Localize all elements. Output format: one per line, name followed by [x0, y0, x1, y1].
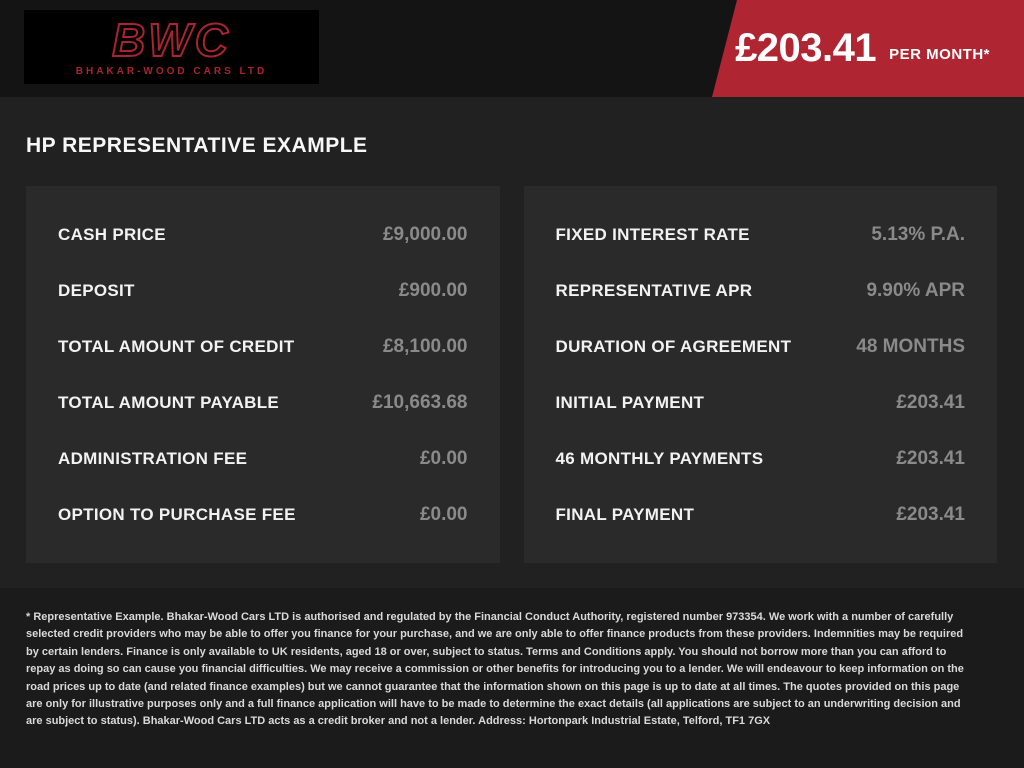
- row-value: £203.41: [896, 504, 965, 525]
- logo-company-name: BHAKAR-WOOD CARS LTD: [75, 66, 268, 77]
- monthly-price-amount: £203.41: [735, 26, 877, 70]
- legal-disclaimer: * Representative Example. Bhakar-Wood Ca…: [26, 611, 964, 728]
- monthly-price-badge: £203.41 PER MONTH*: [712, 0, 1024, 97]
- top-bar: BWC BHAKAR-WOOD CARS LTD £203.41 PER MON…: [0, 0, 1024, 97]
- row-value: £9,000.00: [382, 224, 468, 245]
- finance-row-deposit: DEPOSIT £900.00: [58, 263, 468, 319]
- finance-row-duration: DURATION OF AGREEMENT 48 MONTHS: [556, 319, 966, 375]
- finance-row-total-payable: TOTAL AMOUNT PAYABLE £10,663.68: [58, 375, 468, 431]
- dealer-logo[interactable]: BWC BHAKAR-WOOD CARS LTD: [24, 10, 319, 84]
- row-label: OPTION TO PURCHASE FEE: [58, 505, 296, 524]
- row-label: FIXED INTEREST RATE: [555, 225, 750, 244]
- row-value: 9.90% APR: [866, 280, 965, 301]
- finance-row-monthly-payments: 46 MONTHLY PAYMENTS £203.41: [556, 431, 966, 487]
- logo-acronym: BWC: [111, 14, 231, 66]
- row-value: £10,663.68: [372, 392, 468, 413]
- row-label: FINAL PAYMENT: [555, 505, 695, 524]
- row-label: TOTAL AMOUNT OF CREDIT: [58, 337, 295, 356]
- row-value: £203.41: [896, 448, 965, 469]
- row-label: CASH PRICE: [58, 225, 166, 244]
- row-label: DURATION OF AGREEMENT: [555, 337, 792, 356]
- finance-example-section: HP REPRESENTATIVE EXAMPLE CASH PRICE £9,…: [0, 97, 1024, 588]
- footer: * Representative Example. Bhakar-Wood Ca…: [0, 588, 1024, 768]
- finance-panel-right: FIXED INTEREST RATE 5.13% P.A. REPRESENT…: [523, 186, 997, 563]
- finance-panels: CASH PRICE £9,000.00 DEPOSIT £900.00 TOT…: [26, 186, 997, 563]
- page-title: HP REPRESENTATIVE EXAMPLE: [26, 134, 368, 157]
- finance-row-initial-payment: INITIAL PAYMENT £203.41: [556, 375, 966, 431]
- finance-row-interest-rate: FIXED INTEREST RATE 5.13% P.A.: [556, 207, 966, 263]
- monthly-price-suffix: PER MONTH*: [889, 46, 990, 63]
- row-value: £8,100.00: [382, 336, 468, 357]
- finance-row-cash-price: CASH PRICE £9,000.00: [58, 207, 468, 263]
- finance-row-final-payment: FINAL PAYMENT £203.41: [556, 487, 966, 543]
- finance-panel-left: CASH PRICE £9,000.00 DEPOSIT £900.00 TOT…: [26, 186, 500, 563]
- finance-row-apr: REPRESENTATIVE APR 9.90% APR: [556, 263, 966, 319]
- row-value: £900.00: [398, 280, 468, 301]
- row-label: DEPOSIT: [58, 281, 135, 300]
- row-value: £0.00: [419, 504, 468, 525]
- row-label: ADMINISTRATION FEE: [58, 449, 248, 468]
- row-label: REPRESENTATIVE APR: [555, 281, 753, 300]
- row-label: TOTAL AMOUNT PAYABLE: [58, 393, 280, 412]
- row-value: 5.13% P.A.: [871, 224, 965, 245]
- finance-row-admin-fee: ADMINISTRATION FEE £0.00: [58, 431, 468, 487]
- row-value: 48 MONTHS: [856, 336, 965, 357]
- finance-row-total-credit: TOTAL AMOUNT OF CREDIT £8,100.00: [58, 319, 468, 375]
- row-label: 46 MONTHLY PAYMENTS: [555, 449, 764, 468]
- row-label: INITIAL PAYMENT: [555, 393, 705, 412]
- finance-row-purchase-fee: OPTION TO PURCHASE FEE £0.00: [58, 487, 468, 543]
- row-value: £0.00: [419, 448, 468, 469]
- row-value: £203.41: [896, 392, 965, 413]
